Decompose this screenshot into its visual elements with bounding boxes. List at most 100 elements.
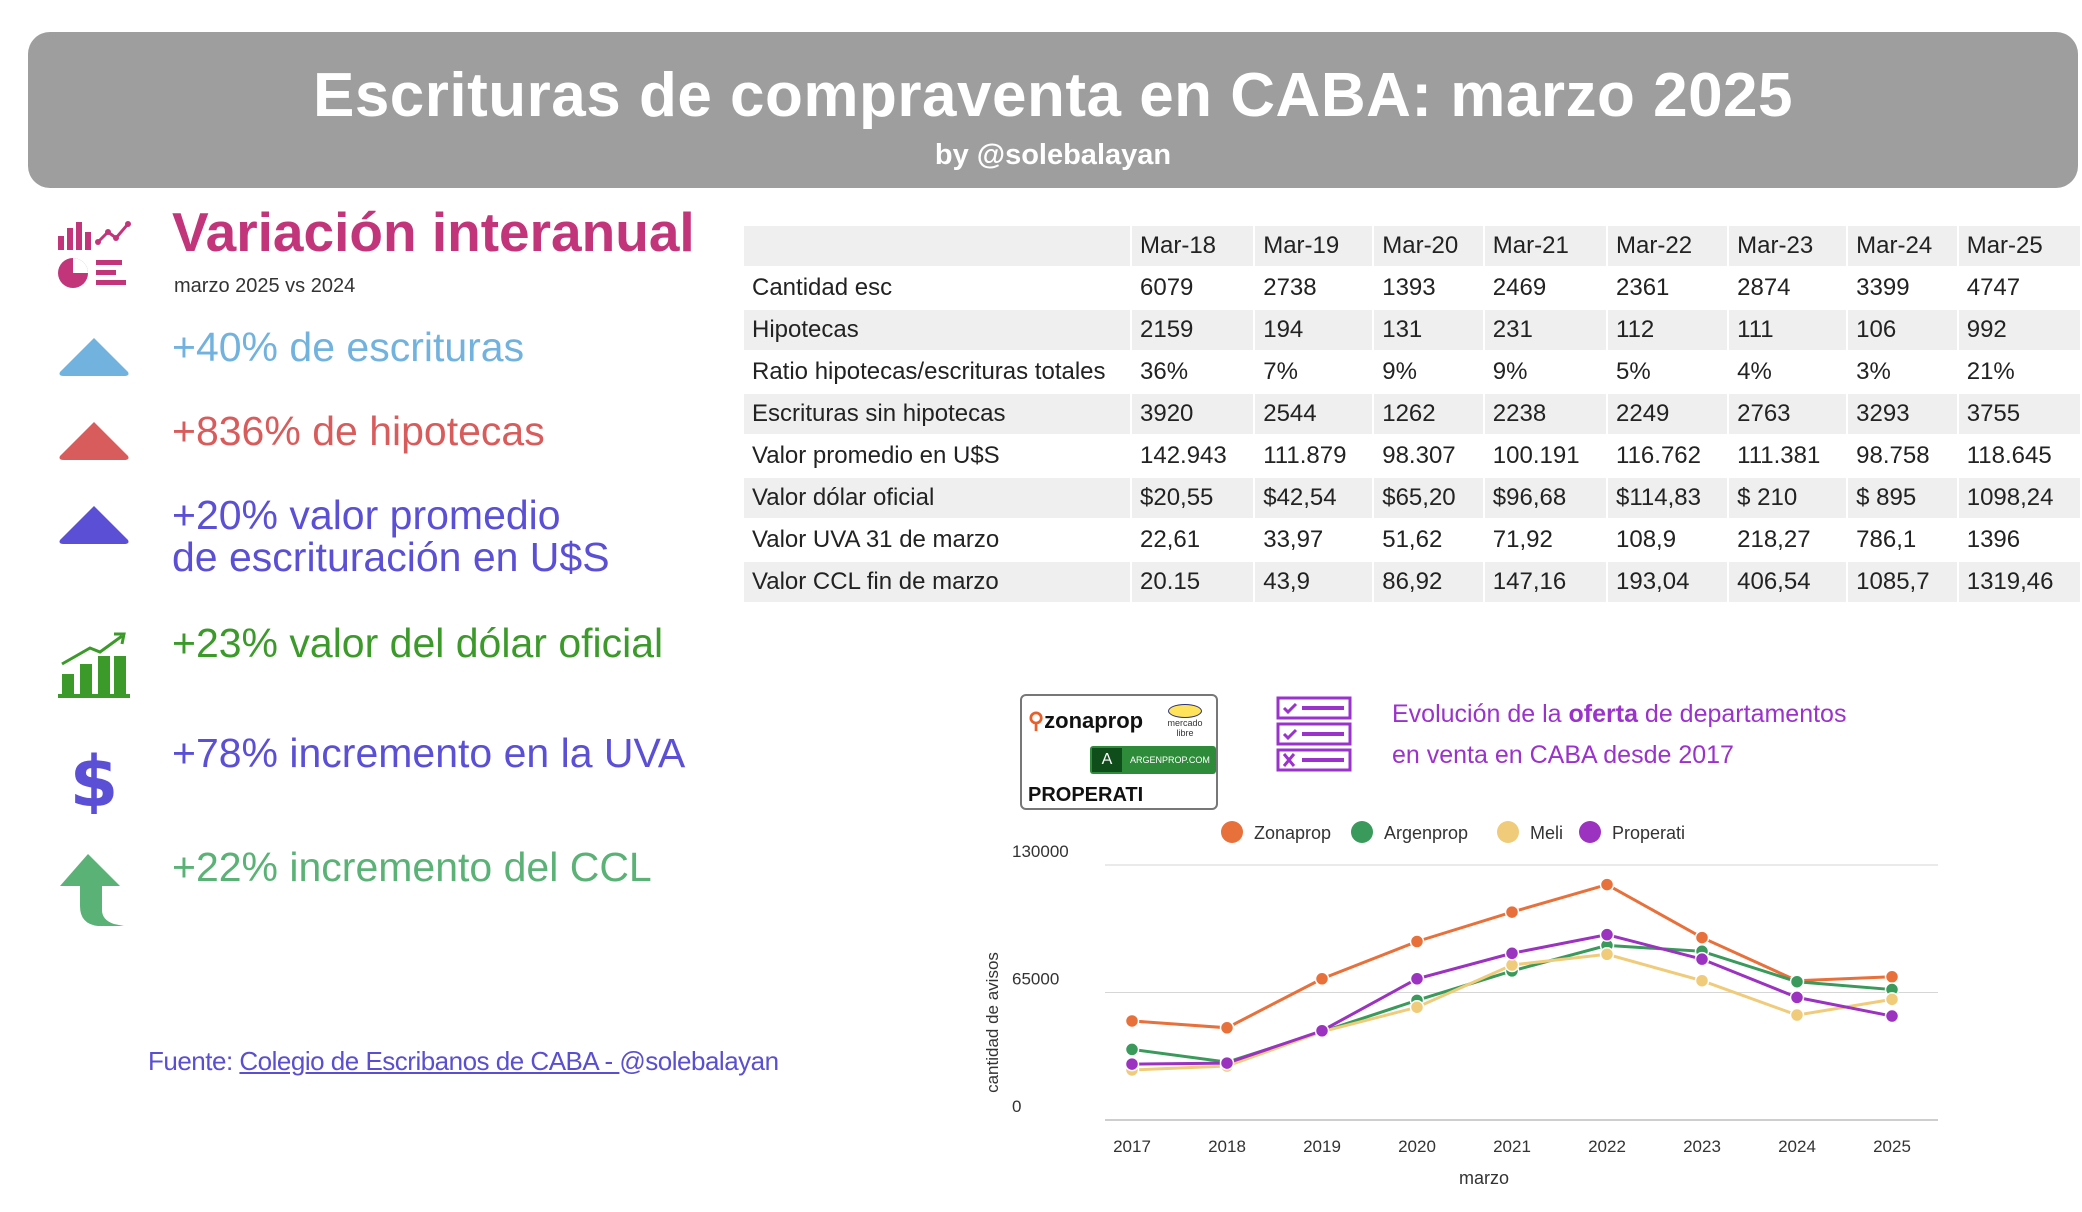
stat-escrituras: +40% de escrituras: [172, 324, 525, 370]
data-point: [1409, 934, 1425, 949]
table-cell: 2738: [1255, 268, 1373, 308]
data-point: [1314, 1023, 1330, 1038]
data-point: [1219, 1020, 1235, 1036]
stat-valor-promedio-line2: de escrituración en U$S: [172, 534, 610, 580]
data-point: [1504, 904, 1520, 920]
y-tick-label: 130000: [1012, 842, 1069, 861]
offer-line-chart: 0 65000 130000 2017 2018 2019 2020 2021 2022 2023…: [983, 821, 1938, 1188]
table-cell: 43,9: [1255, 562, 1373, 602]
checklist-icon: [1276, 696, 1352, 772]
table-row: Hipotecas 2159 194 131 231 112 111 106 992: [744, 310, 2080, 350]
table-row-label: Valor CCL fin de marzo: [744, 562, 1130, 602]
source-line: Fuente: Colegio de Escribanos de CABA - …: [148, 1046, 779, 1077]
table-header-row: Mar-18 Mar-19 Mar-20 Mar-21 Mar-22 Mar-2…: [744, 226, 2080, 266]
data-point: [1219, 1055, 1235, 1071]
data-point: [1409, 999, 1425, 1015]
table-cell: 4%: [1729, 352, 1847, 392]
data-point: [1124, 1056, 1140, 1072]
triangle-up-icon: [59, 338, 129, 376]
table-row-label: Escrituras sin hipotecas: [744, 394, 1130, 434]
table-cell: 22,61: [1132, 520, 1254, 560]
mercadolibre-logo: mercado libre: [1160, 704, 1210, 738]
page-title: Escrituras de compraventa en CABA: marzo…: [312, 61, 1794, 130]
house-icon: A: [1092, 748, 1122, 772]
table-cell: 2159: [1132, 310, 1254, 350]
table-row: Valor promedio en U$S 142.943 111.879 98.30…: [744, 436, 2080, 476]
table-cell: 116.762: [1608, 436, 1728, 476]
table-cell: 406,54: [1729, 562, 1847, 602]
table-cell: 111.381: [1729, 436, 1847, 476]
data-point: [1884, 969, 1900, 985]
data-point: [1884, 1008, 1900, 1024]
legend-marker: [1221, 821, 1243, 843]
table-cell: 786,1: [1848, 520, 1957, 560]
table-cell: 71,92: [1484, 520, 1607, 560]
x-tick-label: 2023: [1683, 1137, 1721, 1156]
growth-chart-icon: [58, 632, 130, 698]
data-point: [1694, 930, 1710, 945]
evolution-line2: en venta en CABA desde 2017: [1392, 741, 1734, 769]
properati-logo: PROPERATI: [1028, 784, 1144, 806]
legend-marker: [1497, 821, 1519, 843]
source-link[interactable]: Colegio de Escribanos de CABA -: [239, 1046, 620, 1076]
table-cell: 147,16: [1484, 562, 1607, 602]
table-cell: 1319,46: [1958, 562, 2080, 602]
stat-uva: +78% incremento en la UVA: [172, 730, 686, 776]
x-tick-label: 2020: [1398, 1137, 1436, 1156]
table-cell: 112: [1608, 310, 1728, 350]
table-cell: 100.191: [1484, 436, 1607, 476]
legend-label: Meli: [1530, 823, 1563, 843]
table-cell: 1085,7: [1848, 562, 1957, 602]
legend-marker: [1351, 821, 1373, 843]
table-cell: 3%: [1848, 352, 1957, 392]
table-cell: 111: [1729, 310, 1847, 350]
table-cell: 2469: [1484, 268, 1607, 308]
table-cell: 118.645: [1958, 436, 2080, 476]
table-cell: 3920: [1132, 394, 1254, 434]
stat-valor-promedio-line1: +20% valor promedio: [172, 492, 561, 538]
data-point: [1789, 990, 1805, 1005]
table-header-cell: Mar-20: [1374, 226, 1483, 266]
source-prefix: Fuente:: [148, 1046, 240, 1076]
data-point: [1504, 946, 1520, 961]
x-tick-label: 2022: [1588, 1137, 1626, 1156]
header-banner: Escrituras de compraventa en CABA: marzo…: [28, 32, 2078, 188]
triangle-up-icon: [59, 506, 129, 544]
data-point: [1694, 951, 1710, 967]
table-cell: 51,62: [1374, 520, 1483, 560]
data-point: [1124, 1013, 1140, 1029]
table-cell: 106: [1848, 310, 1957, 350]
argenprop-logo: A ARGENPROP.COM: [1090, 746, 1216, 774]
table-cell: 4747: [1958, 268, 2080, 308]
variation-subtitle: marzo 2025 vs 2024: [174, 275, 356, 297]
table-cell: 193,04: [1608, 562, 1728, 602]
data-point: [1599, 947, 1615, 962]
table-row: Valor UVA 31 de marzo 22,61 33,97 51,62 71,9…: [744, 520, 2080, 560]
table-row-label: Valor UVA 31 de marzo: [744, 520, 1130, 560]
table-cell: 1098,24: [1958, 478, 2080, 518]
table-cell: 20.15: [1132, 562, 1254, 602]
table-cell: 5%: [1608, 352, 1728, 392]
x-tick-label: 2018: [1208, 1137, 1246, 1156]
table-row-label: Valor promedio en U$S: [744, 436, 1130, 476]
handshake-icon: [1168, 704, 1202, 718]
table-header-cell: Mar-19: [1255, 226, 1373, 266]
table-row: Escrituras sin hipotecas 3920 2544 1262 2238…: [744, 394, 2080, 434]
svg-text:$: $: [70, 742, 119, 814]
table-cell: 21%: [1958, 352, 2080, 392]
table-row: Ratio hipotecas/escrituras totales 36% 7% 9…: [744, 352, 2080, 392]
y-axis-label: cantidad de avisos: [983, 952, 1002, 1093]
table-header-cell: Mar-22: [1608, 226, 1728, 266]
table-cell: 3399: [1848, 268, 1957, 308]
table-header-cell: Mar-21: [1484, 226, 1607, 266]
table-cell: 1262: [1374, 394, 1483, 434]
variation-title: Variación interanual: [172, 201, 695, 263]
x-tick-label: 2025: [1873, 1137, 1911, 1156]
table-cell: $114,83: [1608, 478, 1728, 518]
table-cell: 2544: [1255, 394, 1373, 434]
table-cell: $65,20: [1374, 478, 1483, 518]
table-row-label: Ratio hipotecas/escrituras totales: [744, 352, 1130, 392]
table-cell: 231: [1484, 310, 1607, 350]
table-cell: 1393: [1374, 268, 1483, 308]
table-cell: 131: [1374, 310, 1483, 350]
